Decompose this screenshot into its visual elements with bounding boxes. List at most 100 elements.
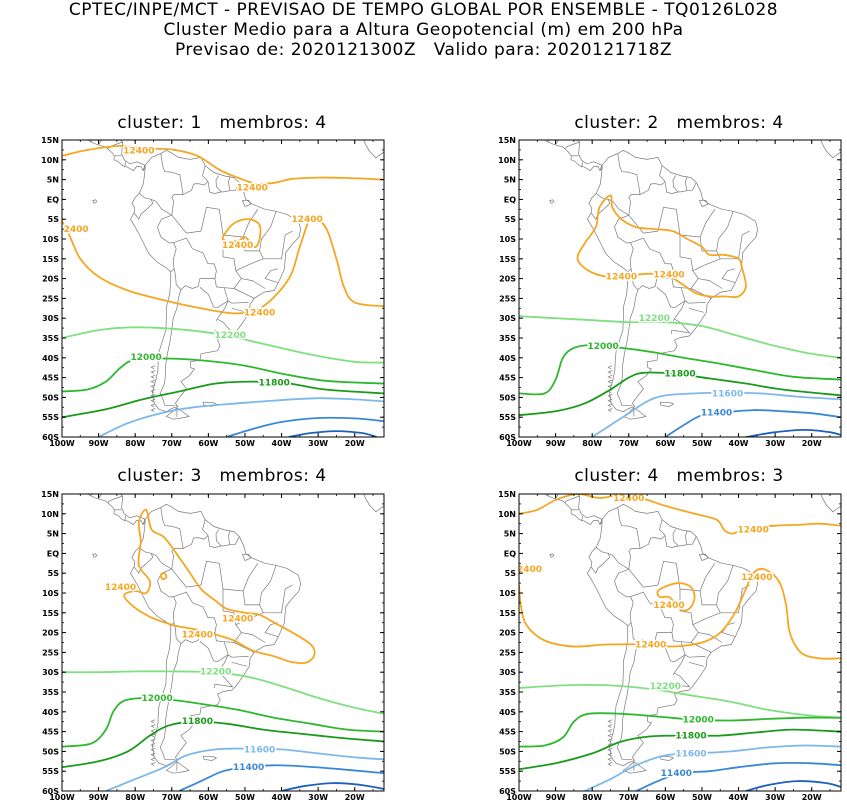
contour-label-12200: 12200 xyxy=(650,682,681,692)
lon-tick-label: 40W xyxy=(729,793,749,802)
lat-tick-label: 5N xyxy=(504,176,516,185)
country-border xyxy=(608,194,641,216)
chile-fjord xyxy=(607,733,613,738)
contour-12400 xyxy=(519,567,841,660)
country-border xyxy=(229,536,240,546)
state-border xyxy=(690,642,712,653)
contour-11400 xyxy=(635,761,841,791)
lon-tick-label: 40W xyxy=(272,793,292,802)
africa-coastline xyxy=(363,494,384,513)
lat-tick-label: 30S xyxy=(42,314,59,323)
country-border xyxy=(581,161,584,168)
lat-tick-label: 15S xyxy=(42,609,59,618)
contour-label-12400: 12400 xyxy=(741,573,772,583)
state-border xyxy=(679,235,721,272)
country-border xyxy=(670,672,691,689)
lon-tick-label: 70W xyxy=(162,439,182,448)
country-border xyxy=(686,536,697,546)
contour-11600 xyxy=(591,391,841,437)
lon-tick-label: 90W xyxy=(89,439,109,448)
contour-11600 xyxy=(105,747,384,791)
contour-label-11800: 11800 xyxy=(664,370,695,380)
country-border xyxy=(142,519,146,525)
lon-tick-label: 80W xyxy=(125,439,145,448)
map-frame xyxy=(61,139,385,438)
central-america-coastline xyxy=(119,140,146,166)
country-border xyxy=(97,494,103,500)
contour-12400 xyxy=(656,582,696,612)
contour-label-12400: 12400 xyxy=(292,215,323,225)
state-border xyxy=(235,624,266,643)
state-border xyxy=(263,230,293,260)
lon-tick-label: 30W xyxy=(308,439,328,448)
country-border xyxy=(608,548,641,570)
country-border xyxy=(213,318,234,335)
country-border xyxy=(686,182,697,192)
lon-tick-label: 100W xyxy=(506,439,532,448)
country-border xyxy=(159,289,182,406)
lat-tick-label: 5N xyxy=(47,530,59,539)
contour-11600 xyxy=(584,744,841,791)
lat-tick-label: EQ xyxy=(504,549,516,558)
country-border xyxy=(229,182,240,192)
galapagos-outline xyxy=(92,553,98,558)
state-border xyxy=(688,307,704,313)
chile-fjord xyxy=(150,408,156,413)
state-border xyxy=(264,622,279,637)
lon-tick-label: 80W xyxy=(125,793,145,802)
contour-12000 xyxy=(62,357,384,393)
lat-tick-label: 25S xyxy=(42,294,59,303)
country-border xyxy=(581,515,584,522)
tierra-del-fuego-outline xyxy=(165,761,190,774)
lat-tick-label: 60S xyxy=(42,433,59,442)
lat-tick-label: 25S xyxy=(499,648,516,657)
lat-tick-label: 40S xyxy=(42,354,59,363)
state-border xyxy=(233,642,255,653)
contour-label-12400: 12400 xyxy=(237,184,268,194)
country-border xyxy=(614,214,634,273)
lat-tick-label: 15S xyxy=(499,609,516,618)
contour-label-11600: 11600 xyxy=(675,749,706,759)
lat-tick-label: 25S xyxy=(499,294,516,303)
state-border xyxy=(264,268,279,283)
chile-fjord xyxy=(607,757,613,762)
country-border xyxy=(216,300,232,322)
contour-label-11600: 11600 xyxy=(244,745,275,755)
lat-tick-label: 10N xyxy=(498,156,516,165)
lon-tick-label: 20W xyxy=(802,793,822,802)
state-border xyxy=(231,307,247,313)
tierra-del-fuego-outline xyxy=(622,761,647,774)
country-border xyxy=(207,175,222,194)
lon-tick-label: 20W xyxy=(345,439,365,448)
contour-label-11400: 11400 xyxy=(701,408,732,418)
state-border xyxy=(235,270,266,289)
contour-12000 xyxy=(519,712,841,748)
galapagos-outline xyxy=(549,199,555,204)
map-frame xyxy=(61,493,385,792)
chile-fjord xyxy=(607,762,613,767)
chile-fjord xyxy=(607,724,613,728)
lat-tick-label: 5S xyxy=(505,215,517,224)
contour-label-12400: 12400 xyxy=(57,225,88,235)
contour-label-12000: 12000 xyxy=(131,353,162,363)
header-line-1: CPTEC/INPE/MCT - PREVISAO DE TEMPO GLOBA… xyxy=(68,0,779,20)
contour-label-12400: 12400 xyxy=(222,615,253,625)
lat-tick-label: 10S xyxy=(42,235,59,244)
country-border xyxy=(97,140,103,146)
lat-tick-label: 55S xyxy=(42,767,59,776)
country-border xyxy=(554,140,560,146)
chile-fjord xyxy=(150,389,156,393)
state-border xyxy=(688,661,704,667)
country-border xyxy=(159,643,182,760)
state-border xyxy=(231,656,249,658)
state-border xyxy=(721,268,736,283)
country-border xyxy=(590,193,611,220)
marajo-outline xyxy=(241,199,252,207)
chile-fjord xyxy=(607,393,613,398)
chile-fjord xyxy=(150,403,156,408)
lon-tick-label: 50W xyxy=(235,439,255,448)
chile-fjord xyxy=(607,365,613,370)
country-border xyxy=(673,300,689,322)
contour-11800 xyxy=(519,728,841,771)
state-border xyxy=(699,211,734,252)
